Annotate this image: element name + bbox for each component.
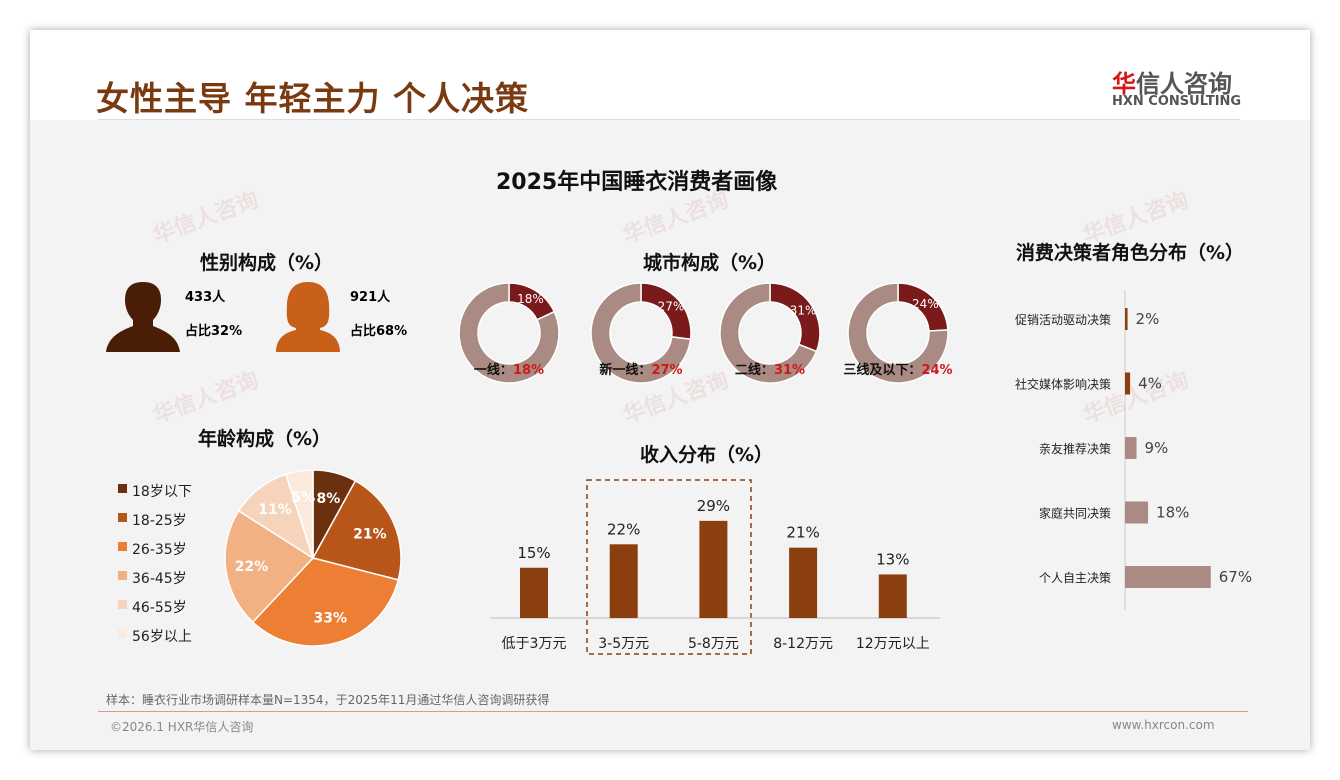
donut-data-label: 27%: [658, 300, 685, 314]
decision-data-label: 67%: [1219, 568, 1252, 586]
income-data-label: 29%: [697, 497, 730, 515]
pie-data-label: 21%: [353, 526, 387, 542]
male-count: 433人: [185, 290, 226, 305]
pie-data-label: 11%: [258, 502, 292, 518]
female-count: 921人: [350, 290, 391, 305]
city-title: 城市构成（%）: [643, 252, 777, 274]
pie-slice: [251, 557, 400, 647]
income-bar: [878, 574, 907, 618]
donut-category-label: 一线：18%: [474, 362, 544, 378]
donut-category-label: 二线：31%: [735, 362, 805, 378]
income-data-label: 13%: [876, 550, 909, 568]
website: www.hxrcon.com: [1112, 718, 1215, 732]
legend-swatch: [118, 600, 127, 609]
income-category-label: 12万元以上: [856, 636, 930, 652]
donut-data-label: 24%: [912, 297, 939, 311]
decision-bar: [1125, 308, 1128, 330]
pie-slice: [224, 509, 315, 624]
female-icon: [276, 282, 340, 352]
income-category-label: 5-8万元: [688, 636, 739, 652]
main-title: 2025年中国睡衣消费者画像: [496, 170, 778, 195]
income-data-label: 15%: [517, 544, 550, 562]
pie-data-label: 33%: [314, 611, 348, 627]
income-bar: [520, 567, 548, 618]
pie-data-label: 8%: [317, 491, 341, 507]
footer-divider: [98, 711, 1248, 712]
decision-bar: [1125, 437, 1137, 459]
decision-bar: [1125, 372, 1131, 395]
donut-value-label: 18%: [513, 363, 544, 378]
income-highlight-box: [586, 479, 752, 655]
income-bar: [699, 520, 728, 618]
legend-swatch: [118, 571, 127, 580]
donut-value-label: 24%: [921, 363, 952, 378]
donut-category-label: 新一线：27%: [599, 362, 682, 378]
donut-category-label: 三线及以下：24%: [843, 362, 952, 378]
legend-swatch: [118, 542, 127, 551]
male-share: 占比32%: [185, 324, 243, 339]
page-title: 女性主导 年轻主力 个人决策: [96, 79, 529, 118]
donut-rest-segment: [847, 282, 949, 384]
decision-bar: [1125, 501, 1149, 524]
legend-swatch: [118, 513, 127, 522]
decision-bar: [1125, 566, 1211, 588]
legend-label: 36-45岁: [132, 571, 187, 587]
decision-data-label: 9%: [1145, 439, 1169, 457]
decision-data-label: 4%: [1138, 375, 1162, 393]
decision-category-label: 亲友推荐决策: [1039, 442, 1111, 456]
copyright: ©2026.1 HXR华信人咨询: [110, 720, 254, 734]
decision-title: 消费决策者角色分布（%）: [1016, 242, 1245, 264]
legend-label: 46-55岁: [132, 600, 187, 616]
pie-data-label: 22%: [235, 559, 269, 575]
decision-data-label: 18%: [1156, 504, 1189, 522]
decision-data-label: 2%: [1136, 310, 1160, 328]
decision-category-label: 家庭共同决策: [1039, 506, 1111, 521]
donut-rest-segment: [458, 282, 560, 384]
header-bar: [30, 30, 1310, 120]
decision-category-label: 促销活动驱动决策: [1015, 313, 1111, 327]
pie-data-label: 5%: [291, 490, 315, 506]
donut-value-label: 27%: [651, 363, 682, 378]
sample-note: 样本：睡衣行业市场调研样本量N=1354，于2025年11月通过华信人咨询调研获…: [106, 693, 550, 707]
decision-category-label: 个人自主决策: [1039, 571, 1111, 585]
pie-slice: [311, 479, 402, 581]
legend-label: 56岁以上: [132, 629, 192, 645]
income-category-label: 低于3万元: [502, 636, 567, 652]
female-share: 占比68%: [350, 324, 408, 339]
header-divider: [98, 119, 1240, 120]
slide: 女性主导 年轻主力 个人决策 华信人咨询 HXN CONSULTING 华信人咨…: [30, 30, 1310, 750]
legend-swatch: [118, 484, 127, 493]
donut-data-label: 18%: [517, 292, 544, 306]
donut-rest-segment: [590, 282, 692, 384]
legend-swatch: [118, 629, 127, 638]
donut-value-label: 31%: [774, 363, 805, 378]
gender-title: 性别构成（%）: [200, 252, 334, 274]
legend-label: 26-35岁: [132, 542, 187, 558]
income-data-label: 22%: [607, 520, 640, 538]
income-bar: [789, 547, 818, 618]
income-data-label: 21%: [786, 524, 819, 542]
donut-rest-segment: [719, 282, 818, 384]
income-title: 收入分布（%）: [640, 444, 774, 466]
donut-data-label: 31%: [790, 304, 817, 318]
age-title: 年龄构成（%）: [198, 428, 332, 450]
income-category-label: 8-12万元: [773, 636, 833, 652]
income-bar: [609, 544, 638, 618]
logo: 华信人咨询: [1112, 70, 1232, 98]
pie-slice: [284, 469, 314, 559]
income-category-label: 3-5万元: [598, 636, 649, 652]
legend-label: 18-25岁: [132, 513, 187, 529]
logo-en: HXN CONSULTING: [1112, 94, 1242, 109]
decision-category-label: 社交媒体影响决策: [1015, 377, 1111, 392]
legend-label: 18岁以下: [132, 484, 192, 500]
male-icon: [106, 282, 180, 352]
